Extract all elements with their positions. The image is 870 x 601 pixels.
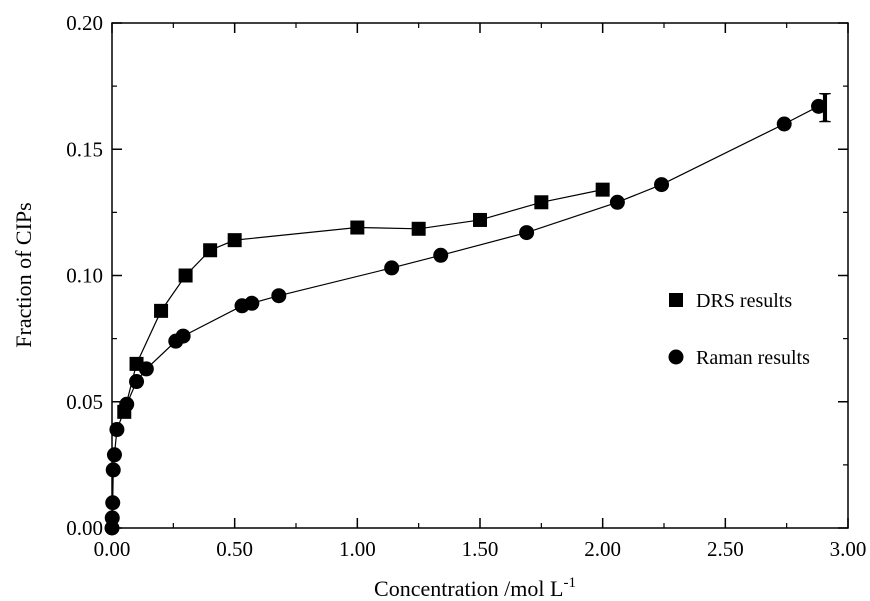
y-tick-label: 0.10 (66, 264, 103, 288)
data-point-drs-results (178, 268, 193, 283)
legend-marker-raman-results (668, 349, 684, 365)
data-point-drs-results (411, 221, 426, 236)
plot-border (111, 22, 849, 529)
x-axis-title-main: Concentration /mol L (374, 576, 563, 601)
data-point-drs-results (350, 220, 365, 235)
data-point-drs-results (203, 243, 218, 258)
data-point-drs-results (595, 182, 610, 197)
data-point-raman-results (271, 288, 287, 304)
x-axis-title: Concentration /mol L-1 (374, 575, 576, 601)
data-point-raman-results (105, 495, 121, 511)
x-tick-label: 0.50 (216, 537, 253, 561)
x-tick-label: 3.00 (830, 537, 867, 561)
data-point-raman-results (654, 177, 670, 193)
data-point-raman-results (129, 374, 145, 390)
x-tick-label: 2.50 (707, 537, 744, 561)
series-raman-results (104, 98, 827, 536)
data-point-drs-results (534, 195, 549, 210)
data-point-raman-results (138, 361, 154, 377)
series-layer (104, 98, 827, 536)
data-point-raman-results (433, 247, 449, 263)
x-axis-title-superscript: -1 (563, 575, 576, 591)
data-point-raman-results (105, 462, 121, 478)
data-point-raman-results (119, 396, 135, 412)
x-tick-label: 2.00 (584, 537, 621, 561)
data-point-drs-results (473, 212, 487, 227)
series-drs-results (117, 182, 610, 419)
data-point-raman-results (776, 116, 792, 132)
y-tick-label: 0.15 (66, 137, 103, 161)
x-tick-label: 1.50 (462, 537, 499, 561)
data-point-raman-results (109, 422, 125, 438)
data-point-raman-results (609, 194, 625, 210)
series-line-raman-results (111, 105, 819, 529)
y-axis-title: Fraction of CIPs (11, 202, 36, 347)
data-point-drs-results (154, 303, 169, 318)
data-point-raman-results (244, 295, 260, 311)
panel-label: I (818, 83, 833, 132)
legend-label-drs-results: DRS results (696, 290, 792, 312)
data-point-raman-results (811, 98, 827, 114)
legend-label-raman-results: Raman results (696, 347, 810, 369)
data-point-raman-results (106, 447, 122, 463)
y-axis: 0.00 0.05 0.10 0.15 0.20 (66, 11, 848, 540)
data-point-raman-results (175, 328, 191, 344)
data-point-drs-results (227, 233, 242, 248)
y-tick-label: 0.05 (66, 390, 103, 414)
y-tick-label: 0.00 (66, 516, 103, 540)
x-tick-label: 1.00 (339, 537, 376, 561)
legend-marker-drs-results (669, 293, 683, 307)
data-point-raman-results (104, 510, 120, 526)
x-axis: 0.00 0.50 1.00 1.50 2.00 2.50 3.00 (94, 23, 867, 561)
data-point-raman-results (519, 225, 535, 241)
data-point-raman-results (384, 260, 400, 276)
x-tick-label: 0.00 (94, 537, 131, 561)
y-tick-label: 0.20 (66, 11, 103, 35)
legend: DRS results Raman results (668, 290, 810, 369)
plot-frame (111, 22, 849, 529)
